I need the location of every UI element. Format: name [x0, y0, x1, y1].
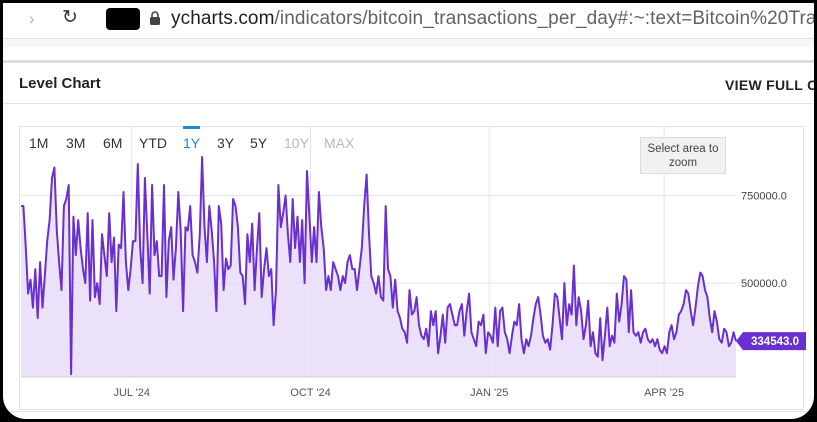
card-bottom-border	[3, 411, 814, 412]
series-line	[21, 156, 737, 376]
range-max: MAX	[324, 135, 355, 151]
card-title: Level Chart	[19, 75, 101, 92]
range-3m[interactable]: 3M	[66, 135, 86, 151]
x-tick-label: APR '25	[644, 387, 684, 399]
zoom-hint-text: Select area to zoom	[647, 143, 719, 169]
range-1y[interactable]: 1Y	[183, 126, 201, 151]
browser-toolbar: › ↻ ycharts.com/indicators/bitcoin_trans…	[3, 3, 817, 39]
y-tick-label: 750000.0	[741, 191, 787, 203]
view-full-chart-link[interactable]: VIEW FULL CHA	[725, 77, 817, 93]
range-3y[interactable]: 3Y	[217, 135, 235, 151]
page-top-strip	[3, 39, 814, 47]
range-1m[interactable]: 1M	[29, 135, 49, 151]
range-ytd[interactable]: YTD	[139, 135, 167, 151]
level-chart[interactable]: 500000.0 750000.0 JUL '24 OCT '24 JAN '25 APR…	[3, 3, 817, 422]
forward-icon[interactable]: ›	[29, 9, 35, 28]
redacted-box	[106, 8, 140, 30]
series-area	[21, 157, 736, 377]
lock-icon	[150, 11, 160, 25]
url-host: ycharts.com	[171, 8, 275, 29]
x-tick-label: OCT '24	[290, 387, 330, 399]
card-header: Level Chart VIEW FULL CHA	[3, 60, 817, 104]
address-bar[interactable]: ycharts.com/indicators/bitcoin_transacti…	[171, 8, 817, 30]
reload-icon[interactable]: ↻	[62, 7, 78, 28]
range-10y: 10Y	[284, 135, 309, 151]
x-tick-label: JAN '25	[470, 387, 508, 399]
url-path: /indicators/bitcoin_transactions_per_day…	[274, 8, 817, 29]
zoom-hint: Select area to zoom	[640, 137, 726, 174]
range-5y[interactable]: 5Y	[250, 135, 268, 151]
last-value-label: 334543.0	[751, 336, 799, 348]
y-tick-label: 500000.0	[741, 278, 787, 290]
x-tick-label: JUL '24	[113, 387, 150, 399]
last-value-flag	[736, 332, 806, 351]
range-6m[interactable]: 6M	[103, 135, 123, 151]
